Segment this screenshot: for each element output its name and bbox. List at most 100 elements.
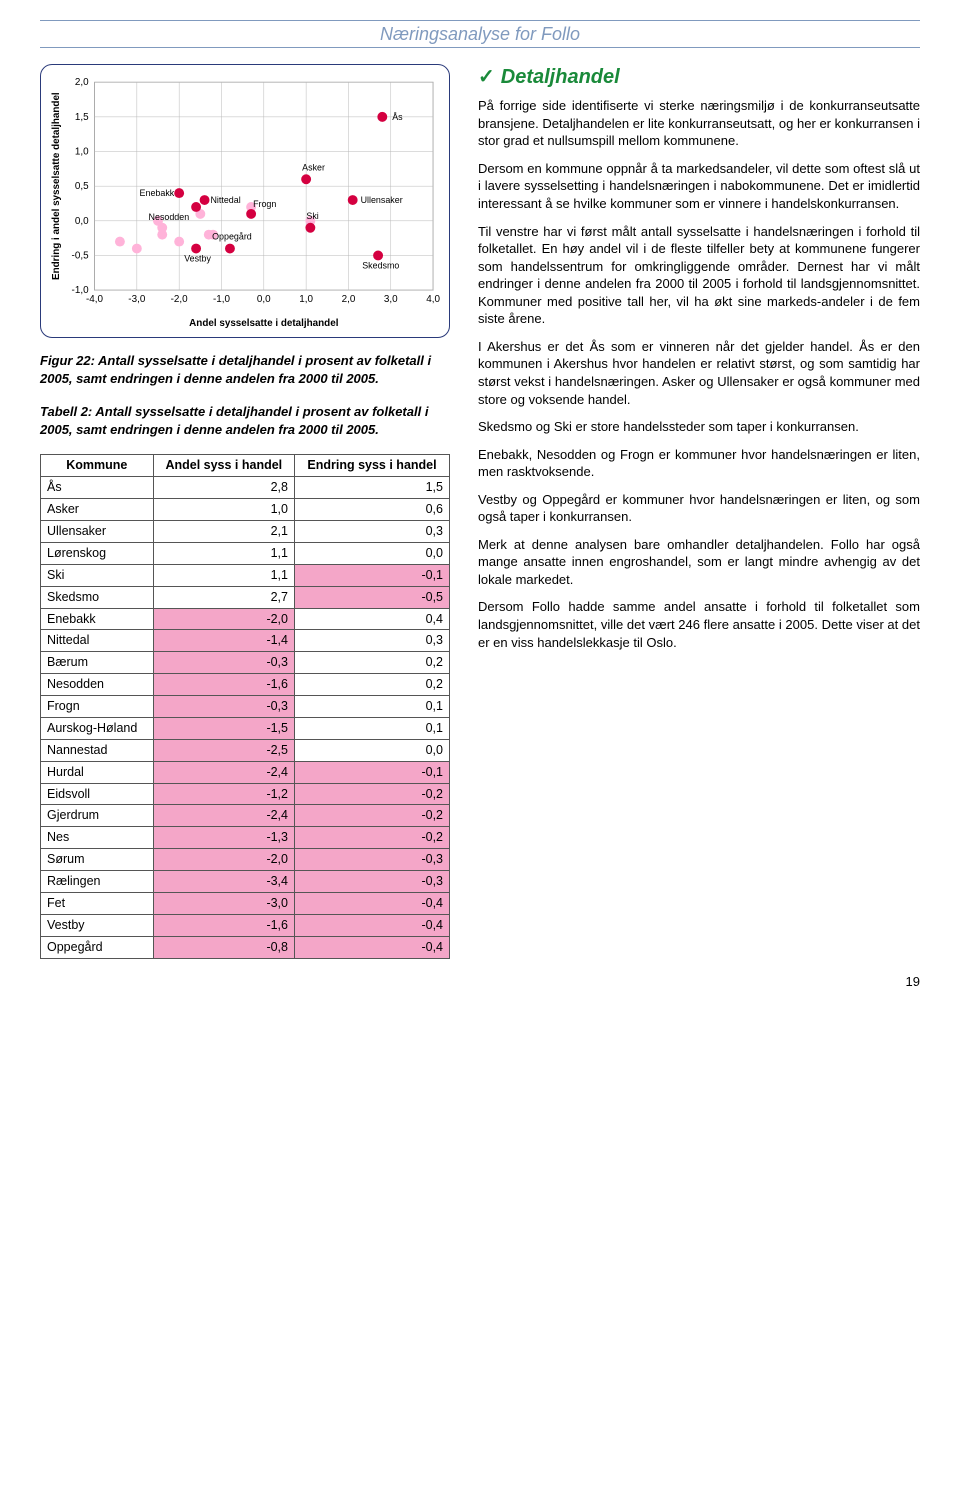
table-cell: 0,1 — [294, 717, 449, 739]
table-cell: 0,0 — [294, 542, 449, 564]
table-row: Ski1,1-0,1 — [41, 564, 450, 586]
table-cell: Bærum — [41, 652, 154, 674]
table-row: Ås2,81,5 — [41, 477, 450, 499]
body-paragraph: Enebakk, Nesodden og Frogn er kommuner h… — [478, 446, 920, 481]
table-cell: -0,3 — [294, 871, 449, 893]
svg-text:Ullensaker: Ullensaker — [361, 195, 403, 205]
svg-text:Andel sysselsatte i detaljhand: Andel sysselsatte i detaljhandel — [189, 318, 339, 329]
svg-text:Skedsmo: Skedsmo — [362, 261, 399, 271]
table-column-header: Andel syss i handel — [153, 455, 294, 477]
table-body: Ås2,81,5Asker1,00,6Ullensaker2,10,3Løren… — [41, 477, 450, 958]
svg-text:Frogn: Frogn — [253, 199, 276, 209]
table-cell: Nittedal — [41, 630, 154, 652]
table-cell: 0,4 — [294, 608, 449, 630]
body-paragraph: Merk at denne analysen bare omhandler de… — [478, 536, 920, 589]
table-cell: -1,5 — [153, 717, 294, 739]
svg-text:-4,0: -4,0 — [86, 294, 104, 305]
svg-text:0,0: 0,0 — [257, 294, 271, 305]
table-cell: -3,4 — [153, 871, 294, 893]
table-row: Enebakk-2,00,4 — [41, 608, 450, 630]
table-cell: -1,6 — [153, 914, 294, 936]
page-number: 19 — [40, 973, 920, 991]
table-row: Aurskog-Høland-1,50,1 — [41, 717, 450, 739]
table-row: Ullensaker2,10,3 — [41, 521, 450, 543]
table-row: Skedsmo2,7-0,5 — [41, 586, 450, 608]
table-cell: Nes — [41, 827, 154, 849]
right-column: ✓Detaljhandel På forrige side identifise… — [478, 64, 920, 958]
table-cell: 0,2 — [294, 674, 449, 696]
table-cell: 1,5 — [294, 477, 449, 499]
table-cell: -0,5 — [294, 586, 449, 608]
body-paragraph: Vestby og Oppegård er kommuner hvor hand… — [478, 491, 920, 526]
table-cell: -0,8 — [153, 936, 294, 958]
table-cell: 0,3 — [294, 521, 449, 543]
table-row: Frogn-0,30,1 — [41, 696, 450, 718]
left-column: -4,0-3,0-2,0-1,00,01,02,03,04,0-1,0-0,50… — [40, 64, 450, 958]
table-caption: Tabell 2: Antall sysselsatte i detaljhan… — [40, 403, 450, 438]
table-row: Vestby-1,6-0,4 — [41, 914, 450, 936]
table-cell: 2,1 — [153, 521, 294, 543]
table-cell: Oppegård — [41, 936, 154, 958]
table-cell: 2,7 — [153, 586, 294, 608]
body-paragraph: Dersom en kommune oppnår å ta markedsand… — [478, 160, 920, 213]
scatter-chart: -4,0-3,0-2,0-1,00,01,02,03,04,0-1,0-0,50… — [47, 73, 443, 333]
table-row: Nittedal-1,40,3 — [41, 630, 450, 652]
table-cell: 1,1 — [153, 564, 294, 586]
table-cell: -1,2 — [153, 783, 294, 805]
svg-text:Endring i andel sysselsatte de: Endring i andel sysselsatte detaljhandel — [51, 92, 62, 280]
svg-text:Vestby: Vestby — [184, 254, 211, 264]
table-row: Sørum-2,0-0,3 — [41, 849, 450, 871]
table-row: Bærum-0,30,2 — [41, 652, 450, 674]
table-cell: 0,3 — [294, 630, 449, 652]
svg-text:-1,0: -1,0 — [213, 294, 231, 305]
table-cell: -2,5 — [153, 739, 294, 761]
svg-text:-2,0: -2,0 — [171, 294, 189, 305]
data-table: KommuneAndel syss i handelEndring syss i… — [40, 454, 450, 958]
table-cell: -0,4 — [294, 914, 449, 936]
svg-text:3,0: 3,0 — [384, 294, 398, 305]
table-cell: -0,1 — [294, 761, 449, 783]
table-cell: -0,3 — [153, 696, 294, 718]
svg-text:1,0: 1,0 — [299, 294, 313, 305]
table-header-row: KommuneAndel syss i handelEndring syss i… — [41, 455, 450, 477]
table-cell: -2,0 — [153, 849, 294, 871]
svg-text:Enebakk: Enebakk — [140, 188, 175, 198]
table-cell: -0,1 — [294, 564, 449, 586]
body-paragraph: I Akershus er det Ås som er vinneren når… — [478, 338, 920, 408]
table-cell: -2,4 — [153, 761, 294, 783]
table-cell: Gjerdrum — [41, 805, 154, 827]
table-cell: Vestby — [41, 914, 154, 936]
table-cell: 0,6 — [294, 499, 449, 521]
main-columns: -4,0-3,0-2,0-1,00,01,02,03,04,0-1,0-0,50… — [40, 64, 920, 958]
paragraphs-container: På forrige side identifiserte vi sterke … — [478, 97, 920, 651]
table-cell: -0,2 — [294, 827, 449, 849]
table-cell: -3,0 — [153, 892, 294, 914]
svg-text:2,0: 2,0 — [342, 294, 356, 305]
svg-text:-3,0: -3,0 — [128, 294, 146, 305]
table-cell: -0,4 — [294, 936, 449, 958]
svg-text:-0,5: -0,5 — [72, 251, 90, 262]
svg-text:Asker: Asker — [302, 163, 325, 173]
svg-text:1,0: 1,0 — [75, 147, 89, 158]
header-title: Næringsanalyse for Follo — [40, 22, 920, 46]
body-paragraph: På forrige side identifiserte vi sterke … — [478, 97, 920, 150]
table-cell: 1,1 — [153, 542, 294, 564]
table-cell: 1,0 — [153, 499, 294, 521]
table-column-header: Endring syss i handel — [294, 455, 449, 477]
table-cell: 0,1 — [294, 696, 449, 718]
table-cell: -0,4 — [294, 892, 449, 914]
table-row: Fet-3,0-0,4 — [41, 892, 450, 914]
table-cell: Nesodden — [41, 674, 154, 696]
table-cell: -0,2 — [294, 783, 449, 805]
page-header: Næringsanalyse for Follo — [40, 20, 920, 48]
table-cell: -0,2 — [294, 805, 449, 827]
body-paragraph: Til venstre har vi først målt antall sys… — [478, 223, 920, 328]
svg-text:Nesodden: Nesodden — [149, 212, 190, 222]
table-cell: Skedsmo — [41, 586, 154, 608]
check-icon: ✓ — [478, 66, 495, 88]
svg-text:Oppegård: Oppegård — [212, 232, 252, 242]
table-row: Hurdal-2,4-0,1 — [41, 761, 450, 783]
table-cell: Ås — [41, 477, 154, 499]
table-cell: -1,6 — [153, 674, 294, 696]
table-cell: -1,3 — [153, 827, 294, 849]
